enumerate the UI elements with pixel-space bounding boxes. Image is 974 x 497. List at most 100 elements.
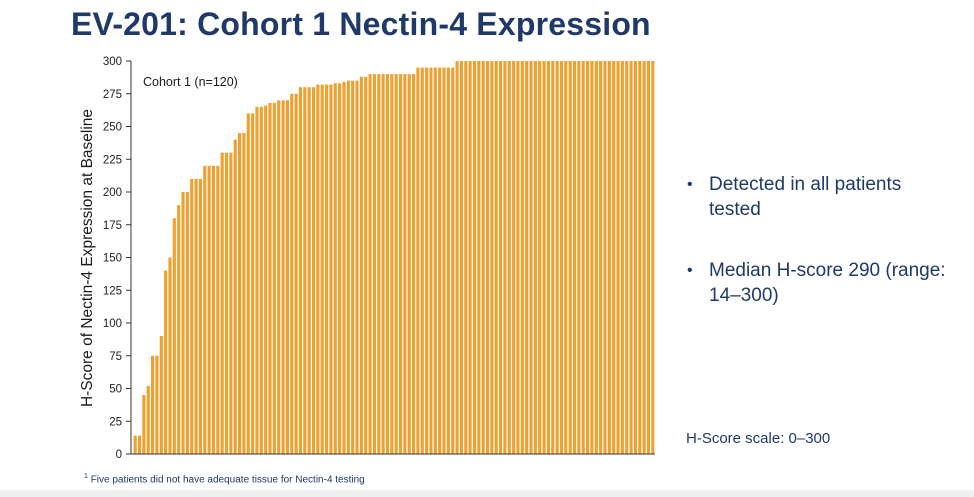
bullet-text: Detected in all patients tested (709, 174, 902, 220)
bar (503, 61, 507, 454)
bar (442, 67, 446, 455)
bar (194, 178, 198, 454)
bullet-icon: • (687, 262, 693, 279)
y-axis-title: H-Score of Nectin-4 Expression at Baseli… (79, 109, 96, 407)
bar (481, 61, 485, 454)
bar (207, 165, 211, 455)
y-tick-label: 50 (109, 384, 122, 396)
bar (298, 87, 303, 454)
bar (616, 61, 620, 454)
bar (446, 67, 450, 455)
bar (268, 102, 272, 455)
bar (229, 152, 233, 454)
bar (642, 61, 646, 454)
bar (564, 61, 568, 454)
bar (555, 61, 559, 454)
bar (394, 74, 398, 454)
bar (403, 74, 407, 454)
bar (455, 61, 459, 454)
y-tick-label: 175 (103, 220, 122, 232)
bar (172, 218, 176, 454)
bar (594, 61, 598, 454)
bar (333, 83, 337, 455)
bullet-item: • Median H-score 290 (range: 14–300) (687, 258, 957, 308)
y-axis-ticks: 0 25 50 75 100 125 150 175 200 225 250 275 300 (103, 56, 131, 461)
y-tick-label: 200 (103, 187, 122, 199)
footnote-text: Five patients did not have adequate tiss… (90, 474, 365, 486)
bar (137, 435, 142, 454)
bar (516, 61, 520, 454)
bar (272, 102, 276, 455)
bar (259, 106, 263, 454)
bar (433, 67, 437, 455)
bar (325, 84, 329, 454)
bar (533, 61, 537, 454)
bar (603, 61, 607, 454)
footnote: 1 Five patients did not have adequate ti… (84, 473, 365, 485)
bar (285, 100, 289, 455)
bar (255, 106, 259, 454)
bar (224, 152, 229, 454)
bar (133, 435, 137, 454)
bar (586, 61, 590, 454)
y-tick-label: 150 (103, 253, 122, 265)
bar (407, 74, 411, 454)
bar (181, 192, 185, 454)
bullet-icon: • (687, 176, 693, 193)
bar (429, 67, 433, 455)
y-tick-label: 300 (103, 56, 122, 68)
bar (377, 74, 381, 454)
bar (494, 61, 498, 454)
bar (233, 139, 237, 454)
bar (316, 84, 320, 454)
bar (338, 83, 342, 455)
bar (459, 61, 463, 454)
bar (472, 61, 477, 454)
bar (264, 105, 268, 454)
bar (529, 61, 533, 454)
y-tick-label: 0 (116, 449, 122, 461)
bar (359, 76, 363, 454)
y-tick-label: 25 (109, 416, 122, 428)
bar (251, 113, 255, 455)
bar (307, 87, 311, 454)
y-tick-label: 125 (103, 285, 122, 297)
bar (311, 87, 316, 454)
bar (351, 80, 355, 455)
bar (538, 61, 542, 454)
y-tick-label: 275 (103, 89, 122, 101)
bar (468, 61, 472, 454)
bar (281, 100, 285, 455)
bar (485, 61, 490, 454)
bar (451, 67, 455, 455)
bar (211, 165, 216, 455)
bar (355, 80, 359, 455)
bar (464, 61, 468, 454)
bar (438, 67, 442, 455)
bar (398, 74, 403, 454)
bar (220, 152, 224, 454)
bar (203, 165, 207, 455)
bar (385, 74, 390, 454)
bar (177, 205, 181, 454)
bar (155, 355, 159, 454)
h-score-scale-note: H-Score scale: 0–300 (686, 430, 831, 447)
bar (198, 178, 202, 454)
bar (490, 61, 494, 454)
bar (372, 74, 376, 454)
bar (542, 61, 546, 454)
bar (507, 61, 511, 454)
bar (368, 74, 372, 454)
bar (499, 61, 503, 454)
bar (572, 61, 577, 454)
bar (294, 93, 298, 454)
bar (599, 61, 603, 454)
bar (633, 61, 637, 454)
bar (238, 133, 242, 455)
bar (342, 81, 346, 455)
bar (512, 61, 516, 454)
bar (151, 355, 155, 454)
bar (290, 93, 294, 454)
bar (190, 178, 194, 454)
